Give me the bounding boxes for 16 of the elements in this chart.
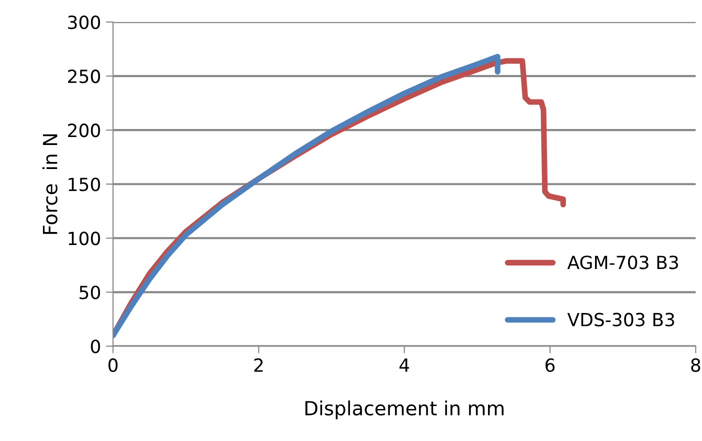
y-tick-label: 0 — [90, 340, 100, 354]
y-tick-label: 250 — [68, 70, 100, 84]
legend-label: AGM-703 B3 — [567, 256, 678, 270]
legend-label: VDS-303 B3 — [567, 312, 674, 326]
x-tick-label: 8 — [691, 358, 700, 372]
y-tick-label: 150 — [68, 178, 100, 192]
y-tick-label: 300 — [68, 16, 100, 30]
y-tick-label: 200 — [68, 124, 100, 138]
y-tick-label: 100 — [68, 232, 100, 246]
x-tick-label: 4 — [399, 358, 410, 372]
x-tick-label: 2 — [254, 358, 263, 372]
y-tick-label: 50 — [80, 286, 100, 300]
x-axis-title: Displacement in mm — [305, 400, 504, 420]
x-tick-label: 0 — [108, 358, 118, 372]
x-tick-label: 6 — [546, 358, 555, 372]
y-axis-title: Force in N — [42, 134, 58, 234]
